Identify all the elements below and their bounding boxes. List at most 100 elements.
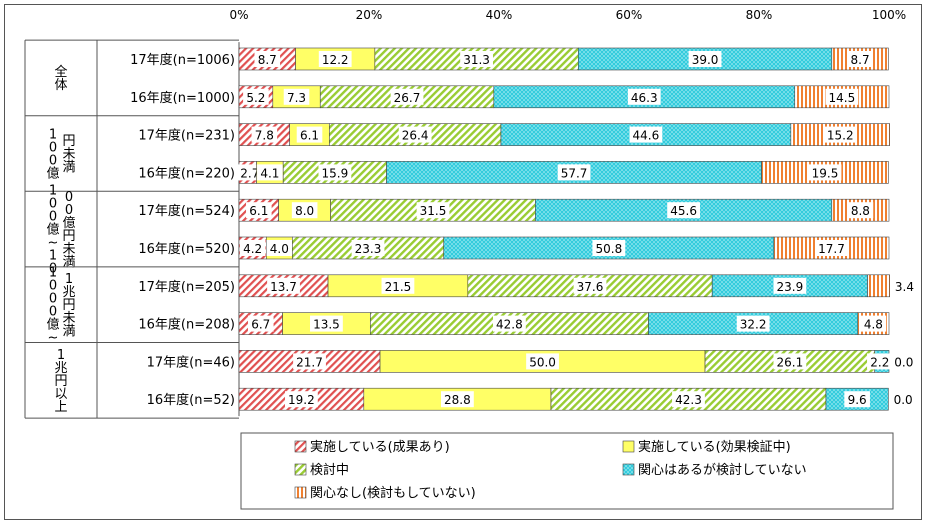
legend-label: 関心なし(検討もしていない): [310, 485, 476, 501]
group-label: 1 0 0 0 億~1 兆円未満: [46, 266, 75, 346]
data-label: 2.2: [870, 355, 889, 369]
data-label: 6.1: [300, 129, 319, 143]
data-label: 7.3: [287, 91, 306, 105]
x-tick-label: 60%: [616, 8, 643, 22]
data-label-box: [627, 88, 661, 105]
data-label: 15.2: [827, 129, 854, 143]
data-label: 8.0: [295, 204, 314, 218]
data-label-box: [592, 240, 626, 256]
category-label: 17年度(n=231): [138, 128, 235, 144]
data-label-box: [823, 126, 857, 143]
data-label-box: [267, 277, 300, 294]
data-label-box: [318, 51, 352, 67]
x-tick-label: 0%: [229, 8, 248, 22]
data-label-box: [573, 277, 607, 294]
data-label-box: [237, 164, 263, 181]
data-label-box: [460, 51, 493, 67]
data-label: 26.1: [777, 355, 804, 369]
data-label-box: [557, 164, 591, 181]
data-label-box: [891, 353, 917, 370]
data-label: 19.5: [812, 166, 839, 180]
data-label: 17.7: [818, 242, 845, 256]
category-label: 16年度(n=208): [138, 317, 235, 333]
category-label: 17年度(n=205): [138, 279, 235, 295]
bars: 17年度(n=1006) 8.7 12.2 31.3 39.0 8.7 16年度(n=100…: [130, 47, 918, 411]
group-label: 全体: [54, 64, 67, 93]
data-label: 9.6: [848, 393, 867, 407]
data-label-box: [688, 51, 722, 67]
category-label: 17年度(n=46): [147, 354, 235, 370]
x-tick-label: 80%: [746, 8, 773, 22]
x-tick-label: 40%: [486, 8, 513, 22]
data-label: 21.7: [296, 355, 323, 369]
data-label-box: [296, 126, 323, 143]
data-label: 39.0: [692, 53, 719, 67]
data-label-box: [844, 391, 870, 408]
data-label-box: [310, 315, 343, 332]
data-label-box: [257, 164, 283, 181]
category-label: 16年度(n=1000): [130, 90, 235, 106]
legend-box: [240, 432, 894, 510]
data-label: 37.6: [577, 280, 604, 294]
data-label-box: [847, 202, 874, 219]
data-label: 4.8: [864, 318, 883, 332]
group-label: 1 兆円以上: [54, 348, 67, 415]
data-label: 57.7: [561, 166, 588, 180]
data-label: 3.4: [895, 280, 914, 294]
data-label: 23.9: [777, 280, 804, 294]
category-label: 17年度(n=524): [138, 203, 235, 219]
x-tick-label: 20%: [356, 8, 383, 22]
data-label: 0.0: [894, 355, 913, 369]
legend-label: 検討中: [310, 462, 349, 478]
legend-label: 関心はあるが検討していない: [638, 462, 807, 478]
legend-swatch: [622, 440, 635, 453]
legend-label: 実施している(成果あり): [310, 439, 450, 455]
data-label-box: [291, 202, 318, 219]
data-label: 28.8: [444, 393, 471, 407]
legend-swatch: [294, 440, 307, 453]
data-label: 26.4: [402, 129, 429, 143]
data-label: 13.7: [270, 280, 297, 294]
x-tick-label: 100%: [872, 8, 906, 22]
category-label: 16年度(n=52): [147, 392, 235, 408]
data-label: 50.8: [595, 242, 622, 256]
data-label: 2.7: [240, 166, 259, 180]
data-label: 42.8: [496, 318, 523, 332]
data-label-box: [381, 277, 415, 294]
data-label-box: [251, 126, 278, 143]
data-label: 12.2: [322, 53, 349, 67]
data-label-box: [526, 353, 559, 370]
data-label: 32.2: [740, 318, 767, 332]
category-label: 17年度(n=1006): [130, 52, 235, 68]
data-label-box: [351, 240, 385, 256]
data-label-box: [808, 164, 842, 181]
data-label-box: [398, 126, 432, 143]
data-label: 31.5: [420, 204, 447, 218]
data-label-box: [254, 51, 281, 67]
data-label-box: [318, 164, 352, 181]
data-label: 8.7: [851, 53, 870, 67]
data-label-box: [293, 353, 326, 370]
data-label: 7.8: [255, 129, 274, 143]
data-label: 23.3: [355, 242, 382, 256]
data-label-box: [493, 315, 526, 332]
data-label: 19.2: [288, 393, 315, 407]
data-label-box: [285, 391, 318, 408]
data-label-box: [247, 315, 274, 332]
data-label: 44.6: [633, 129, 660, 143]
data-label: 8.8: [851, 204, 870, 218]
bar-segment: [867, 274, 890, 298]
data-label-box: [239, 240, 266, 256]
data-label-box: [867, 353, 893, 370]
data-label-box: [266, 240, 293, 256]
data-label-box: [390, 88, 424, 105]
data-label-box: [667, 202, 700, 219]
legend: 実施している(成果あり) 実施している(効果検証中) 検討中 関心はあるが検討していな…: [240, 432, 894, 510]
data-label-box: [815, 240, 848, 256]
chart-frame: 0% 20% 40% 60% 80% 100% 全体 1 0 0 億円未満 1 0 0 億~ 1 00 0 億円未…: [4, 4, 922, 520]
data-label-box: [243, 88, 269, 105]
data-label: 45.6: [670, 204, 697, 218]
data-label-box: [416, 202, 450, 219]
